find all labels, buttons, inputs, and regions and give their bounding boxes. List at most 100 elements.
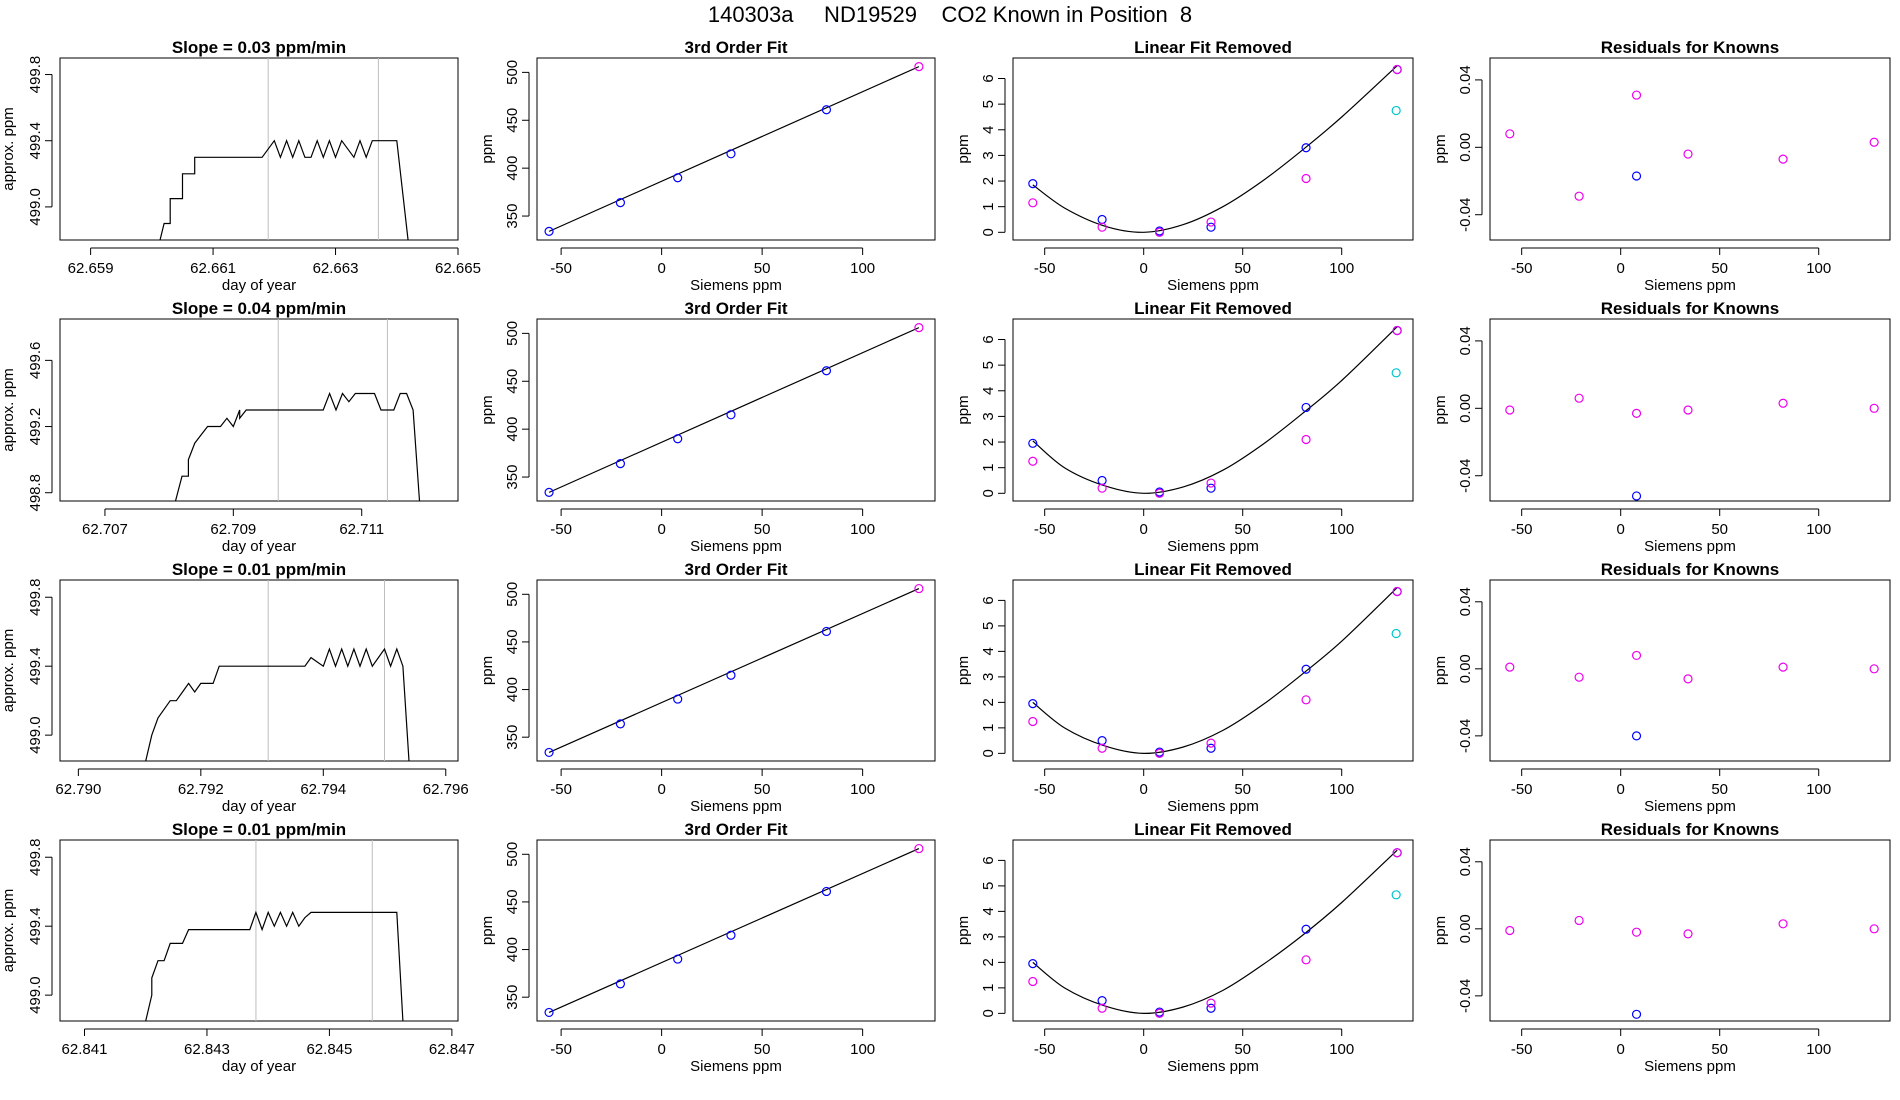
y-tick-label: 500 xyxy=(504,60,521,85)
data-point-blue xyxy=(544,487,554,497)
panel-title: Residuals for Knowns xyxy=(1601,560,1780,579)
plot-frame xyxy=(59,839,459,1022)
x-axis-label: day of year xyxy=(222,538,296,555)
y-tick-label: 0 xyxy=(980,228,997,236)
data-point-magenta xyxy=(1505,662,1515,672)
data-point-cyan xyxy=(1391,105,1401,116)
data-point-blue xyxy=(544,747,554,758)
panel-3-4: Residuals for Knowns -50 0 50 100 Siemens ppm… xyxy=(1432,560,1891,815)
y-axis-label: approx. ppm xyxy=(0,368,17,451)
panel-2-3: Linear Fit Removed -50 0 50 100 Siemens ppm 0 1… xyxy=(955,299,1414,555)
panel-title: Residuals for Knowns xyxy=(1601,38,1780,57)
y-tick-label: 5 xyxy=(980,361,997,369)
data-point-magenta xyxy=(914,583,924,594)
plot-area xyxy=(544,843,924,1018)
fit-curve xyxy=(1032,65,1398,233)
panel-title: Linear Fit Removed xyxy=(1134,38,1292,57)
x-axis-label: Siemens ppm xyxy=(690,277,782,294)
panel-title: 3rd Order Fit xyxy=(685,560,788,579)
y-tick-label: 2 xyxy=(980,698,997,706)
fit-line xyxy=(548,588,920,753)
data-point-blue xyxy=(1028,438,1038,448)
plot-frame xyxy=(1489,579,1891,762)
panel-title: Linear Fit Removed xyxy=(1134,299,1292,318)
data-point-magenta xyxy=(914,62,924,72)
y-tick-label: -0.04 xyxy=(1457,719,1474,753)
y-tick-label: -0.04 xyxy=(1457,979,1474,1013)
data-point-magenta xyxy=(1206,998,1216,1008)
panel-1-4: Residuals for Knowns -50 0 50 100 Siemens ppm… xyxy=(1432,38,1891,294)
x-tick-label: 50 xyxy=(1234,521,1251,538)
panel-title: Linear Fit Removed xyxy=(1134,820,1292,839)
data-point-blue xyxy=(1097,736,1107,746)
y-tick-label: 3 xyxy=(980,412,997,420)
x-tick-label: -50 xyxy=(550,521,572,538)
y-axis-label: approx. ppm xyxy=(0,629,17,712)
y-tick-label: 0 xyxy=(980,1009,997,1017)
data-point-blue xyxy=(726,410,736,420)
x-tick-label: 100 xyxy=(850,781,875,798)
y-tick-label: 0.00 xyxy=(1457,133,1474,162)
y-tick-label: 450 xyxy=(504,629,521,654)
data-point-magenta xyxy=(1574,915,1584,926)
y-tick-label: 499.0 xyxy=(27,188,44,226)
plot-area xyxy=(544,323,924,497)
plot-area xyxy=(1505,650,1879,741)
data-point-magenta xyxy=(1505,925,1515,936)
fit-curve xyxy=(1032,326,1398,494)
data-point-blue xyxy=(1631,491,1642,501)
data-point-magenta xyxy=(1028,716,1038,727)
x-tick-label: 62.794 xyxy=(300,781,346,798)
data-point-magenta xyxy=(1392,64,1402,75)
data-point-blue xyxy=(615,719,626,729)
y-tick-label: 0.00 xyxy=(1457,914,1474,943)
x-tick-label: 50 xyxy=(1234,1041,1251,1058)
data-point-blue xyxy=(615,459,626,469)
y-tick-label: 499.4 xyxy=(27,907,44,945)
y-tick-label: 0.04 xyxy=(1457,847,1474,876)
y-tick-label: 350 xyxy=(504,725,521,750)
y-tick-label: 0.04 xyxy=(1457,587,1474,616)
data-point-magenta xyxy=(1631,408,1642,418)
plot-area xyxy=(1028,325,1402,498)
panel-4-3: Linear Fit Removed -50 0 50 100 Siemens ppm 0 1… xyxy=(955,820,1414,1075)
y-tick-label: 0.04 xyxy=(1457,65,1474,94)
y-tick-label: 400 xyxy=(504,937,521,962)
y-tick-label: 0.00 xyxy=(1457,394,1474,423)
data-point-blue xyxy=(673,954,683,964)
panel-3-3: Linear Fit Removed -50 0 50 100 Siemens ppm 0 1… xyxy=(955,560,1414,815)
x-tick-label: 100 xyxy=(1806,781,1831,798)
y-axis-label: ppm xyxy=(955,916,972,945)
data-point-magenta xyxy=(1574,191,1584,201)
data-point-blue xyxy=(1301,143,1311,153)
data-point-magenta xyxy=(1392,848,1402,858)
x-tick-label: 62.841 xyxy=(62,1041,108,1058)
y-tick-label: 6 xyxy=(980,596,997,604)
x-tick-label: 62.661 xyxy=(190,260,236,277)
x-axis-label: day of year xyxy=(222,798,296,815)
x-tick-label: 0 xyxy=(657,521,665,538)
x-tick-label: 62.792 xyxy=(178,781,224,798)
data-point-blue xyxy=(1028,699,1038,709)
data-point-magenta xyxy=(1097,1003,1107,1013)
data-point-blue xyxy=(1631,171,1642,181)
data-point-blue xyxy=(1301,924,1311,934)
data-point-magenta xyxy=(1301,173,1311,184)
fit-line xyxy=(548,848,920,1013)
x-axis-label: Siemens ppm xyxy=(1167,1058,1259,1075)
panel-1-2: 3rd Order Fit -50 0 50 100 Siemens ppm 350 400 4… xyxy=(479,38,936,294)
y-axis-label: ppm xyxy=(479,395,496,424)
data-point-magenta xyxy=(1392,325,1402,336)
data-point-magenta xyxy=(1301,434,1311,445)
x-tick-label: -50 xyxy=(1034,1041,1056,1058)
x-tick-label: 0 xyxy=(1140,1041,1148,1058)
panel-title: 3rd Order Fit xyxy=(685,38,788,57)
x-tick-label: 50 xyxy=(1711,521,1728,538)
x-tick-label: 0 xyxy=(1617,260,1625,277)
x-tick-label: -50 xyxy=(550,781,572,798)
y-tick-label: 1 xyxy=(980,203,997,211)
data-point-magenta xyxy=(1778,154,1788,164)
plot-frame xyxy=(1489,57,1891,241)
y-tick-label: 6 xyxy=(980,74,997,82)
data-point-magenta xyxy=(1154,488,1165,498)
